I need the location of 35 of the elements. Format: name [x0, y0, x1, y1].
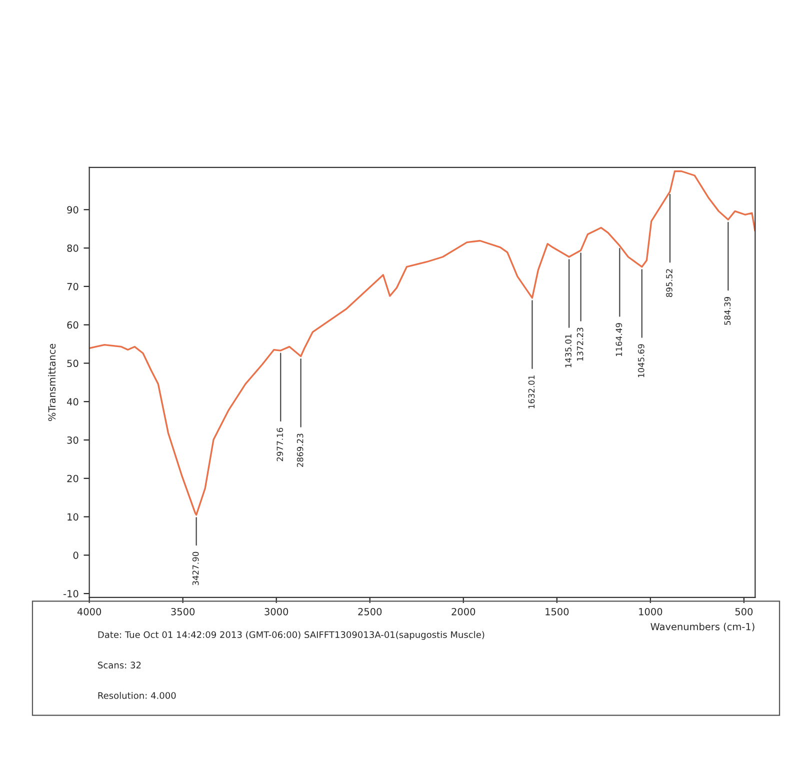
y-tick-label: 40 — [67, 398, 78, 406]
y-tick-label: 10 — [68, 513, 78, 521]
text: Date: Tue Oct 01 14:42:09 2013 (GMT-06:00) SAIFFT1309013A-01(sapugostis Muscle) — [98, 631, 484, 640]
y-tick-label: 90 — [67, 206, 78, 214]
annotation: 2869.23 — [296, 434, 304, 467]
annotation: 2977.16 — [276, 428, 284, 462]
annotation: 3427.90 — [192, 552, 199, 586]
y-tick-label: 30 — [67, 436, 78, 444]
y-tick-label: 50 — [67, 360, 78, 368]
annotation: 1435.01 — [565, 334, 572, 368]
annotation: 1164.49 — [616, 323, 622, 356]
y-tick-label: 60 — [67, 321, 78, 329]
x-tick-label: 500 — [735, 608, 753, 616]
y-tick-label: 70 — [67, 282, 78, 290]
text: Scans: 32 — [98, 662, 141, 668]
x-tick-label: 3000 — [264, 608, 288, 616]
x-tick-label: 2000 — [452, 608, 476, 616]
x-tick-label: 1500 — [546, 608, 569, 616]
y-tick-label: 80 — [67, 244, 78, 252]
y-tick-label: -10 — [64, 590, 78, 598]
x-tick-label: 1000 — [639, 608, 662, 616]
line-series — [89, 170, 756, 516]
annotation: 584.39 — [724, 296, 731, 325]
annotation: 1045.69 — [638, 344, 644, 378]
y-tick-label: 0 — [73, 552, 78, 559]
x-axis-title: Wavenumbers (cm-1) — [650, 622, 754, 632]
y-tick-label: 20 — [67, 474, 78, 482]
annotation: 1632.01 — [528, 375, 535, 408]
text: Resolution: 4.000 — [98, 692, 176, 699]
y-axis-title: %Transmittance — [48, 344, 56, 421]
x-tick-label: 4000 — [77, 608, 102, 616]
x-tick-label: 2500 — [358, 608, 382, 616]
annotation: 1372.23 — [576, 328, 584, 361]
annotation: 895.52 — [666, 269, 672, 297]
x-tick-label: 3500 — [171, 608, 195, 616]
